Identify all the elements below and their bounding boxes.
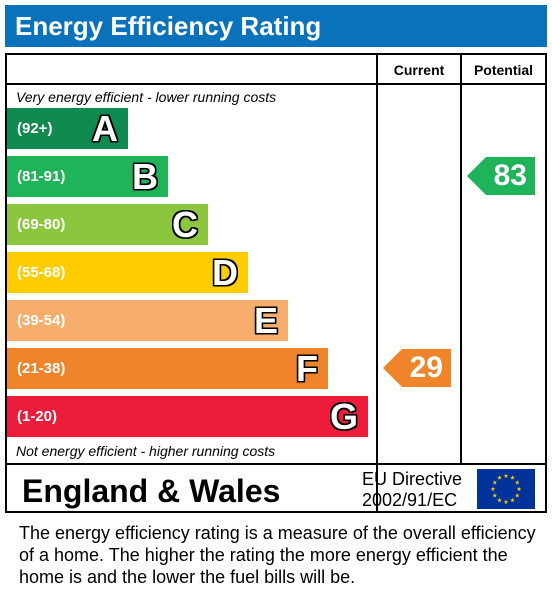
footer-row-divider <box>7 463 545 465</box>
current-rating-value: 29 <box>409 351 443 384</box>
current-column-header: Current <box>393 62 445 78</box>
eu-flag-star <box>497 475 502 480</box>
bottom-note: Not energy efficient - higher running co… <box>16 443 276 459</box>
eu-flag-star <box>510 475 515 480</box>
eu-flag-star <box>510 497 515 503</box>
eu-flag-star <box>492 480 498 485</box>
eu-flag-star <box>497 497 502 503</box>
band-letter: B <box>132 156 158 197</box>
eu-directive-line2: 2002/91/EC <box>362 490 458 510</box>
eu-flag-star <box>503 473 509 478</box>
potential-rating-marker: 83 <box>467 157 535 195</box>
current-column-divider <box>376 55 378 511</box>
current-arrow-shape <box>383 349 451 387</box>
band-f: (21-38) F <box>7 348 328 389</box>
band-range-label: (81-91) <box>17 168 66 185</box>
band-letter: C <box>172 204 198 245</box>
potential-arrow-shape <box>467 157 535 195</box>
band-range-label: (1-20) <box>17 408 58 425</box>
potential-column-divider <box>460 55 462 463</box>
eu-flag-star <box>503 499 509 504</box>
band-letter: F <box>296 348 318 389</box>
band-letter: E <box>253 300 278 341</box>
band-g: (1-20) G <box>7 396 368 437</box>
top-note: Very energy efficient - lower running co… <box>16 89 277 105</box>
potential-rating-value: 83 <box>493 159 527 192</box>
band-range-label: (21-38) <box>17 360 66 377</box>
band-letter: G <box>329 396 358 437</box>
potential-column-header: Potential <box>473 62 534 78</box>
header-row-divider <box>7 83 545 85</box>
rating-chart-frame: Current Potential Very energy efficient … <box>5 53 547 513</box>
band-letter: A <box>92 108 118 149</box>
band-c: (69-80) C <box>7 204 208 245</box>
eu-flag-star <box>514 493 520 498</box>
page-title: Energy Efficiency Rating <box>5 5 547 47</box>
eu-flag-star <box>514 480 520 485</box>
band-letter: D <box>212 252 238 293</box>
band-a: (92+) A <box>7 108 128 149</box>
band-range-label: (55-68) <box>17 264 66 281</box>
eu-flag-icon <box>477 469 535 509</box>
band-range-label: (39-54) <box>17 312 66 329</box>
band-e: (39-54) E <box>7 300 288 341</box>
region-label: England & Wales <box>22 473 281 509</box>
band-range-label: (69-80) <box>17 216 66 233</box>
band-range-label: (92+) <box>17 120 53 137</box>
eu-directive-line1: EU Directive <box>362 469 463 489</box>
current-rating-marker: 29 <box>383 349 451 387</box>
eu-flag-star <box>516 486 522 491</box>
eu-flag-star <box>490 486 496 491</box>
rating-description: The energy efficiency rating is a measur… <box>19 523 536 587</box>
band-d: (55-68) D <box>7 252 248 293</box>
eu-flag-star <box>492 493 498 498</box>
band-b: (81-91) B <box>7 156 168 197</box>
